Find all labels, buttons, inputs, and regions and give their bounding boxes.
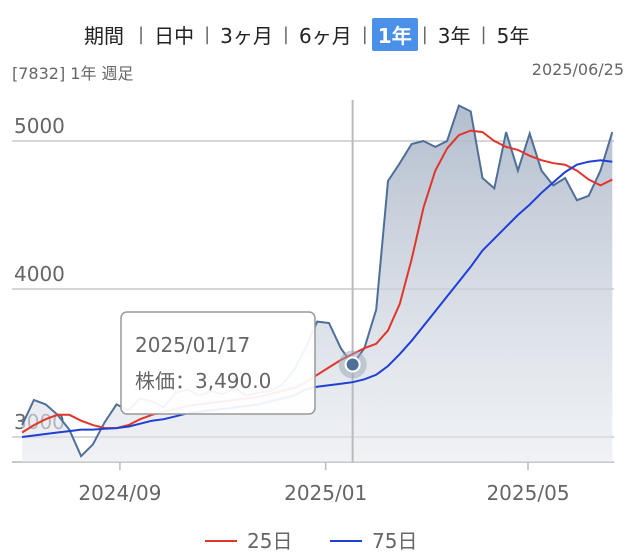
period-tab[interactable]: 5年 (496, 24, 530, 48)
legend-label: 25日 (247, 529, 292, 553)
tab-separator: | (361, 24, 368, 45)
tab-separator: | (204, 24, 211, 45)
period-label: 期間 (84, 24, 124, 48)
period-tab[interactable]: 6ヶ月 (298, 24, 352, 48)
chart-caption: [7832] 1年 週足 (12, 64, 134, 83)
period-tab[interactable]: 3年 (437, 24, 471, 48)
active-point (344, 356, 361, 373)
subheader: [7832] 1年 週足 2025/06/25 (12, 60, 624, 84)
ma-line (21, 159, 613, 438)
period-tab[interactable]: 1年 (371, 18, 418, 51)
tab-separator: | (138, 24, 145, 45)
y-tick-label: 5000 (14, 114, 65, 138)
x-tick-label: 2024/09 (78, 481, 161, 505)
tab-separator: | (480, 24, 487, 45)
period-tab[interactable]: 日中 (154, 24, 195, 48)
price-area (22, 105, 613, 462)
tooltip-text: 株価：3,490.0 (135, 369, 271, 393)
tooltip-box (120, 311, 316, 415)
tooltip-title: 2025/01/17 (135, 333, 250, 357)
as-of-date: 2025/06/25 (531, 60, 624, 79)
period-tab[interactable]: 3ヶ月 (220, 24, 273, 48)
legend-label: 75日 (372, 529, 417, 553)
y-tick-label: 4000 (14, 262, 65, 286)
tab-separator: | (282, 24, 289, 45)
x-tick-label: 2025/05 (486, 481, 569, 505)
tab-separator: | (421, 24, 428, 45)
period-tabs: 期間 | 日中 | 3ヶ月 | 6ヶ月 | 1年 | 3年 | 5年 (84, 18, 539, 51)
x-tick-label: 2025/01 (284, 481, 367, 505)
